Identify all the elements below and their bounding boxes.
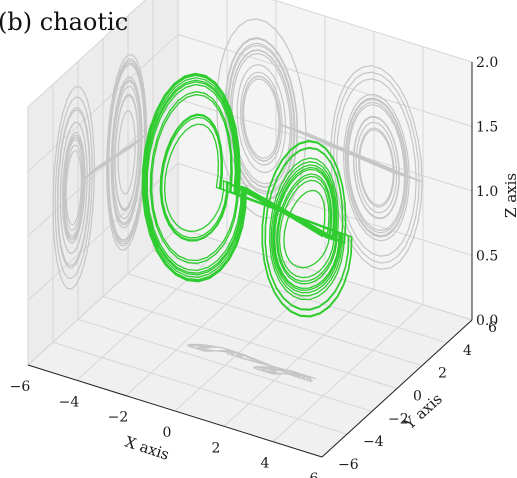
x-axis-line <box>27 364 323 458</box>
grid-line-z <box>27 0 473 108</box>
x-tick-label: 2 <box>212 440 221 456</box>
y-tick-label: 4 <box>463 343 472 359</box>
z-tick-label: 1.5 <box>476 120 498 136</box>
y-tick-label: −6 <box>338 457 359 473</box>
x-tick-label: 0 <box>163 425 172 441</box>
grid-line-z <box>27 98 473 237</box>
y-tick-label: 2 <box>438 366 447 382</box>
z-axis-label: Z axis <box>502 173 517 218</box>
z-tick-label: 1.0 <box>476 184 498 200</box>
projection-floor-curve <box>186 343 317 383</box>
trajectory-curve <box>141 72 353 318</box>
x-tick-label: −4 <box>59 394 80 410</box>
y-tick-label: 6 <box>488 320 497 336</box>
trajectory-line <box>141 72 353 318</box>
x-tick-label: −2 <box>108 410 129 426</box>
chart-title: (b) chaotic <box>0 8 128 36</box>
axis-lines <box>27 62 473 458</box>
x-tick-label: −6 <box>10 379 31 395</box>
y-tick-label: −4 <box>363 434 384 450</box>
projection-curves <box>52 18 423 383</box>
x-tick-label: 4 <box>261 456 270 472</box>
y-tick-label: −2 <box>388 411 409 427</box>
z-tick-label: 0.5 <box>476 249 498 265</box>
grid-line-z <box>27 227 473 366</box>
x-tick-label: 6 <box>310 471 319 478</box>
projection-left-curve <box>52 54 148 290</box>
grid-line-z <box>27 33 473 172</box>
projection-back-curve <box>216 18 423 271</box>
y-axis-line <box>321 319 473 458</box>
z-tick-label: 2.0 <box>476 55 498 71</box>
z-tick-label: 0.0 <box>476 313 498 329</box>
y-tick-label: 0 <box>413 389 422 405</box>
grid-line-z <box>27 162 473 301</box>
